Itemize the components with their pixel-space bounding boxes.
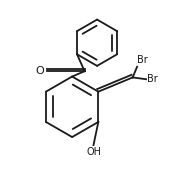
Text: Br: Br <box>147 74 158 84</box>
Text: O: O <box>35 66 44 76</box>
Text: Br: Br <box>137 55 148 65</box>
Text: OH: OH <box>87 147 102 157</box>
